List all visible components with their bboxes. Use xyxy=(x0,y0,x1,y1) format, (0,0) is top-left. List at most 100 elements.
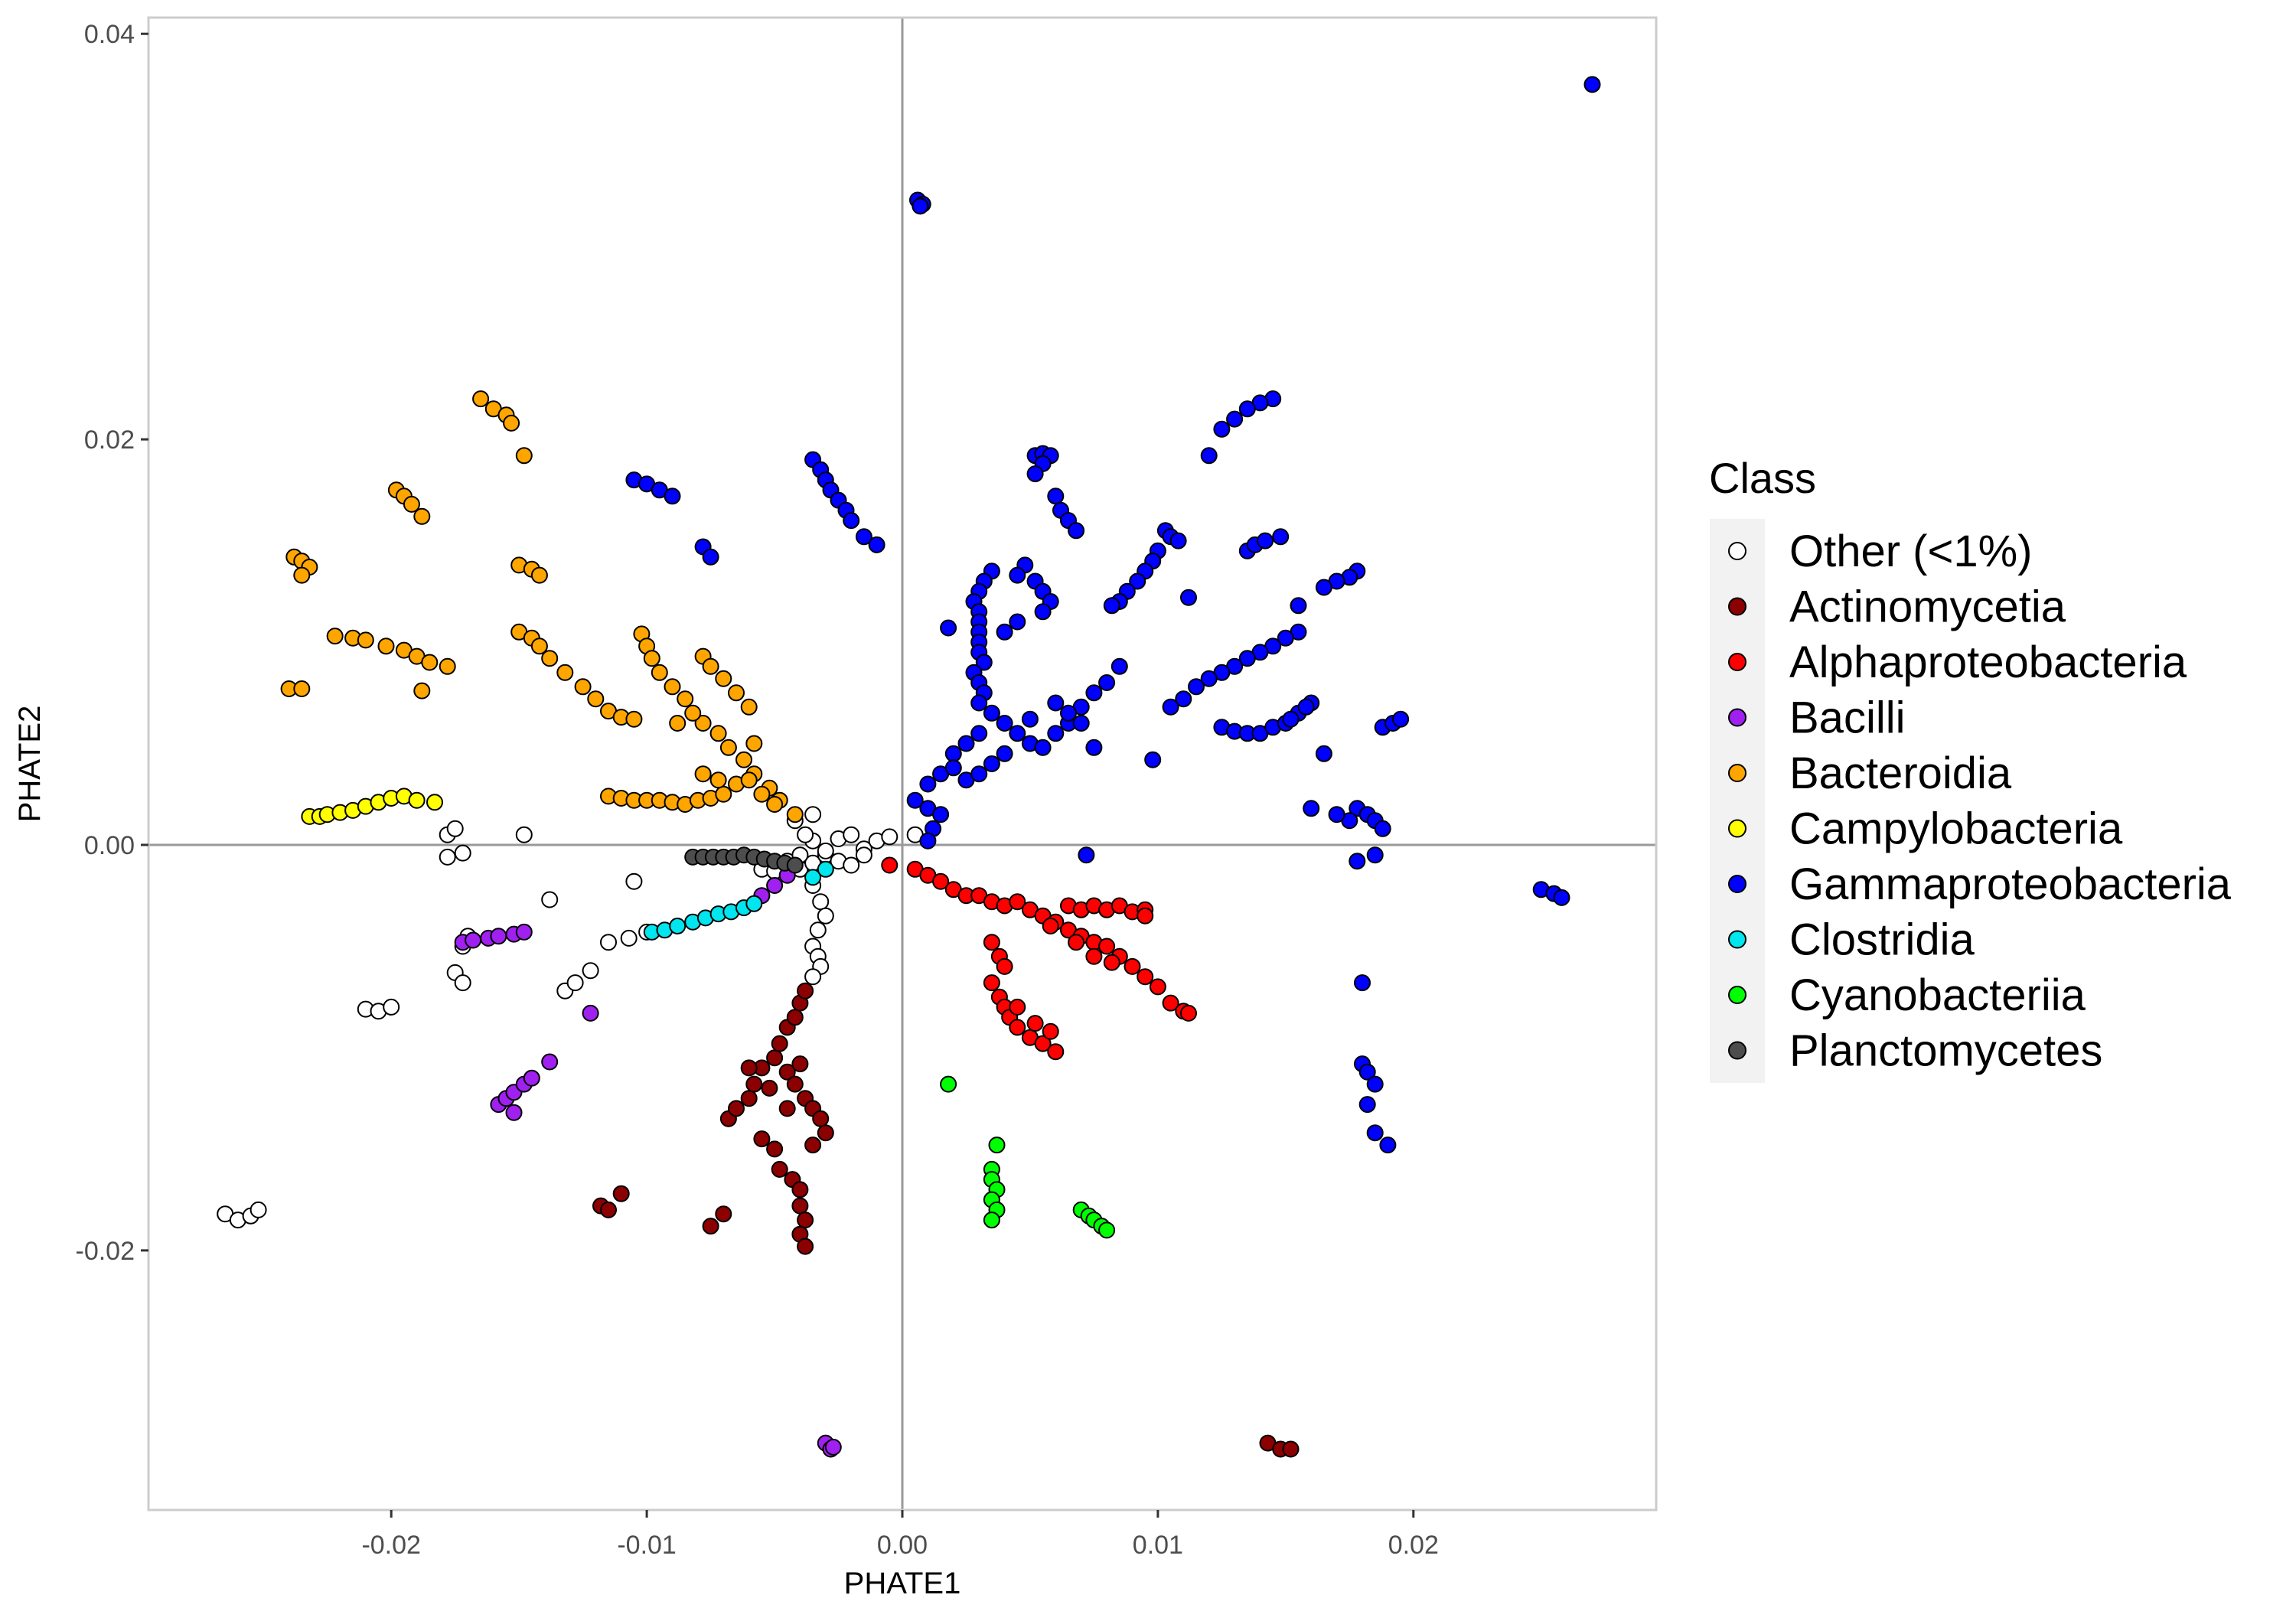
legend-label: Bacilli xyxy=(1789,693,1906,743)
data-point xyxy=(824,1438,842,1456)
data-point xyxy=(1213,420,1231,438)
y-tick-label: -0.02 xyxy=(76,1237,135,1266)
data-point xyxy=(940,619,957,637)
data-point xyxy=(797,982,814,1000)
data-point xyxy=(523,1069,540,1087)
data-point xyxy=(855,846,872,864)
data-point xyxy=(465,931,482,949)
data-point xyxy=(1358,1096,1376,1114)
data-point xyxy=(541,891,559,908)
data-point xyxy=(1110,657,1128,675)
data-point xyxy=(817,860,834,878)
data-point xyxy=(503,414,520,432)
data-point xyxy=(970,725,988,742)
data-point xyxy=(669,918,687,934)
data-point xyxy=(906,791,924,809)
data-point xyxy=(771,1160,788,1178)
x-axis: -0.02 -0.01 0.00 0.01 0.02 xyxy=(361,1510,1439,1560)
series-planctomycetes xyxy=(684,846,804,874)
data-point xyxy=(421,654,439,671)
legend-label: Planctomycetes xyxy=(1789,1026,2102,1076)
x-tick-label: 0.02 xyxy=(1388,1531,1439,1560)
data-point xyxy=(771,1035,788,1052)
data-point xyxy=(1098,674,1116,691)
data-point xyxy=(1047,488,1065,505)
data-point xyxy=(797,1212,814,1229)
data-point xyxy=(1009,893,1026,911)
data-point xyxy=(1085,684,1103,702)
series-gammaproteobacteria xyxy=(625,76,1601,1154)
data-point xyxy=(702,1218,719,1235)
data-point xyxy=(684,704,702,722)
data-point xyxy=(932,806,950,823)
data-point xyxy=(944,745,962,762)
data-point xyxy=(778,1100,796,1117)
data-point xyxy=(791,1055,809,1073)
series-campylobacteria xyxy=(301,788,443,825)
legend-key xyxy=(1728,986,1746,1004)
data-point xyxy=(587,690,605,708)
series-other-1 xyxy=(217,806,924,1229)
data-point xyxy=(694,765,712,783)
data-point xyxy=(745,895,763,912)
data-point xyxy=(1169,532,1187,550)
data-point xyxy=(1098,1221,1116,1239)
legend-label: Alphaproteobacteria xyxy=(1789,638,2187,687)
legend-label: Gammaproteobacteria xyxy=(1789,859,2232,909)
data-point xyxy=(1238,650,1256,667)
data-point xyxy=(912,197,929,215)
series-clostridia xyxy=(643,860,834,941)
data-point xyxy=(1085,947,1103,965)
data-point xyxy=(983,1212,1000,1229)
data-point xyxy=(1328,806,1345,823)
data-point xyxy=(1098,938,1116,955)
data-point xyxy=(1162,698,1179,716)
data-point xyxy=(970,765,988,783)
data-point xyxy=(804,968,822,986)
data-point xyxy=(791,1181,809,1198)
data-point xyxy=(1068,522,1085,540)
data-point xyxy=(541,650,559,667)
data-point xyxy=(472,390,490,408)
data-point xyxy=(1103,954,1120,971)
legend-item-bacilli: Bacilli xyxy=(1728,693,1906,743)
data-point xyxy=(403,495,420,513)
legend-item-other-1: Other (<1%) xyxy=(1728,527,2033,576)
data-point xyxy=(1366,846,1384,864)
data-point xyxy=(1290,597,1307,615)
data-point xyxy=(1009,998,1026,1016)
series-alphaproteobacteria xyxy=(881,856,1197,1061)
legend-label: Cyanobacteriia xyxy=(1789,970,2086,1020)
legend-key xyxy=(1728,764,1746,782)
data-point xyxy=(1180,1004,1197,1022)
data-point xyxy=(1188,678,1205,696)
data-point xyxy=(677,690,694,708)
data-point xyxy=(1553,889,1570,906)
data-point xyxy=(249,1201,267,1218)
data-point xyxy=(413,682,431,700)
legend-item-campylobacteria: Campylobacteria xyxy=(1728,804,2123,854)
data-point xyxy=(612,1185,630,1202)
data-point xyxy=(957,735,975,752)
data-point xyxy=(709,725,727,742)
data-point xyxy=(1374,820,1391,837)
data-point xyxy=(881,856,899,874)
data-point xyxy=(761,1079,778,1097)
data-point xyxy=(1277,629,1294,647)
legend-key xyxy=(1728,653,1746,671)
data-point xyxy=(996,623,1013,641)
data-point xyxy=(377,638,395,655)
data-point xyxy=(983,755,1000,772)
data-point xyxy=(766,796,784,813)
data-point xyxy=(1009,566,1026,584)
data-point xyxy=(1060,704,1077,722)
data-point xyxy=(988,1137,1006,1154)
data-point xyxy=(1238,400,1256,418)
data-point xyxy=(454,844,471,862)
series-cyanobacteriia xyxy=(940,1075,1116,1239)
data-point xyxy=(812,893,830,911)
data-point xyxy=(766,877,784,894)
data-point xyxy=(766,1140,784,1158)
data-point xyxy=(709,771,727,789)
